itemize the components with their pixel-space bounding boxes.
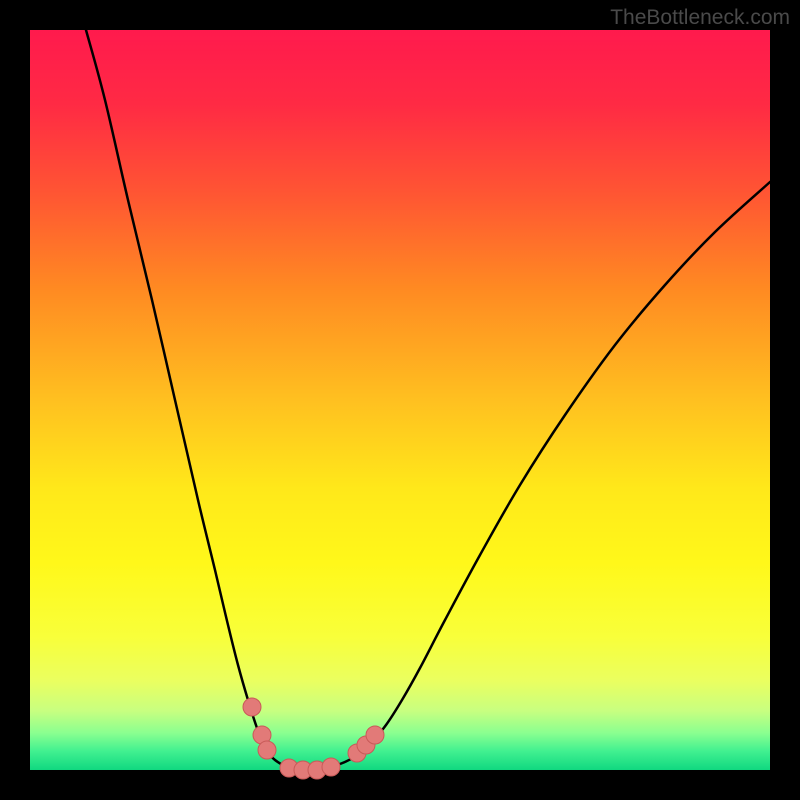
data-marker <box>366 726 384 744</box>
watermark-text: TheBottleneck.com <box>610 6 790 30</box>
data-marker <box>258 741 276 759</box>
plot-background <box>30 30 770 770</box>
data-marker <box>322 758 340 776</box>
chart-svg <box>0 0 800 800</box>
chart-container: TheBottleneck.com <box>0 0 800 800</box>
data-marker <box>243 698 261 716</box>
